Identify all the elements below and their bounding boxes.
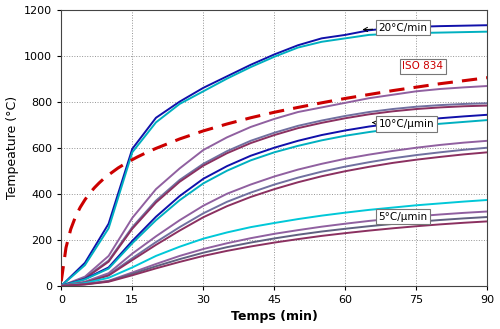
Y-axis label: Tempeature (°C): Tempeature (°C) (6, 96, 18, 199)
Text: 5°C/μmin: 5°C/μmin (378, 212, 428, 221)
Text: 10°C/μmin: 10°C/μmin (372, 119, 434, 129)
Text: ISO 834: ISO 834 (402, 62, 443, 71)
Text: 20°C/min: 20°C/min (364, 23, 428, 33)
X-axis label: Temps (min): Temps (min) (231, 311, 318, 323)
